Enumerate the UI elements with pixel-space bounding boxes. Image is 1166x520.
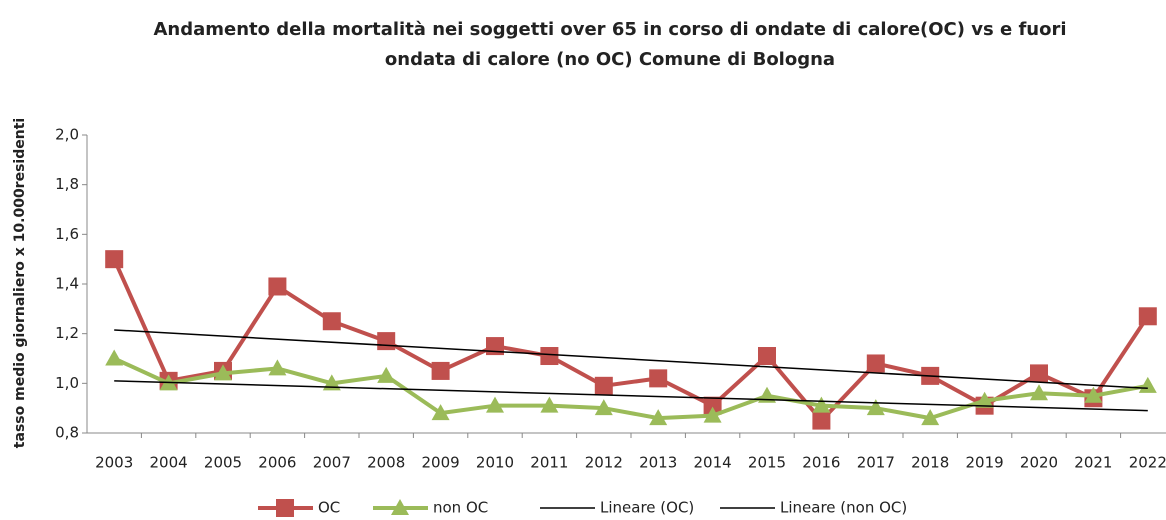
data-point: [214, 364, 232, 381]
x-tick-label: 2011: [530, 454, 568, 472]
data-point: [322, 312, 341, 331]
data-point: [1030, 364, 1048, 383]
x-tick-label: 2014: [694, 454, 732, 472]
data-point: [1084, 386, 1103, 403]
data-point: [921, 409, 940, 426]
data-point: [812, 411, 831, 430]
data-point: [866, 354, 885, 373]
y-axis-label: tasso medio giornaliero x 10.000resident…: [12, 118, 28, 448]
x-tick-label: 2005: [204, 454, 242, 472]
y-tick-label: 1,0: [55, 374, 79, 392]
data-point: [431, 361, 450, 380]
x-tick-label: 2004: [150, 454, 188, 472]
series-line: [113, 356, 1149, 421]
data-point: [1138, 307, 1157, 326]
chart-title: Andamento della mortalità nei soggetti o…: [153, 19, 1066, 40]
data-point: [377, 332, 396, 351]
data-point: [1138, 376, 1157, 393]
data-point: [268, 277, 287, 296]
x-tick-label: 2007: [313, 454, 351, 472]
x-tick-label: 2012: [585, 454, 623, 472]
data-point: [105, 349, 124, 366]
y-tick-label: 0,8: [55, 424, 79, 442]
trend-line: [114, 329, 1148, 390]
data-point: [377, 366, 396, 383]
x-tick-label: 2015: [748, 454, 786, 472]
x-tick-label: 2013: [639, 454, 677, 472]
data-point: [594, 376, 613, 395]
legend-label: Lineare (OC): [600, 499, 694, 517]
data-point: [703, 396, 722, 415]
x-tick-label: 2016: [802, 454, 840, 472]
y-tick-label: 1,2: [55, 324, 79, 342]
data-point: [540, 347, 559, 366]
x-tick-label: 2020: [1020, 454, 1058, 472]
data-point: [594, 399, 613, 416]
legend-marker: [391, 499, 409, 515]
x-tick-label: 2003: [95, 454, 133, 472]
legend-marker: [276, 499, 294, 517]
x-tick-label: 2010: [476, 454, 514, 472]
legend-label: OC: [318, 499, 340, 517]
data-point: [268, 359, 287, 376]
data-point: [486, 396, 504, 413]
legend-label: non OC: [433, 499, 488, 517]
data-point: [703, 406, 722, 423]
data-point: [431, 404, 450, 421]
x-tick-label: 2017: [857, 454, 895, 472]
y-tick-label: 1,6: [55, 225, 79, 243]
x-tick-label: 2009: [422, 454, 460, 472]
y-tick-label: 1,8: [55, 175, 79, 193]
x-tick-label: 2018: [911, 454, 949, 472]
data-point: [866, 399, 885, 416]
x-tick-label: 2006: [258, 454, 296, 472]
chart-subtitle: ondata di calore (no OC) Comune di Bolog…: [385, 49, 835, 70]
data-point: [649, 369, 668, 388]
data-point: [540, 396, 559, 413]
x-tick-label: 2019: [966, 454, 1004, 472]
x-tick-label: 2008: [367, 454, 405, 472]
data-point: [812, 396, 831, 413]
y-tick-label: 1,4: [55, 275, 79, 293]
series-line: [112, 258, 1150, 423]
data-point: [975, 391, 994, 408]
x-tick-label: 2021: [1074, 454, 1112, 472]
data-point: [649, 409, 668, 426]
y-tick-label: 2,0: [55, 126, 79, 144]
data-point: [758, 347, 776, 366]
data-point: [1030, 384, 1048, 401]
data-point: [758, 386, 776, 403]
data-point: [105, 250, 124, 269]
legend-label: Lineare (non OC): [780, 499, 907, 517]
trend-line: [114, 380, 1148, 412]
x-tick-label: 2022: [1129, 454, 1166, 472]
